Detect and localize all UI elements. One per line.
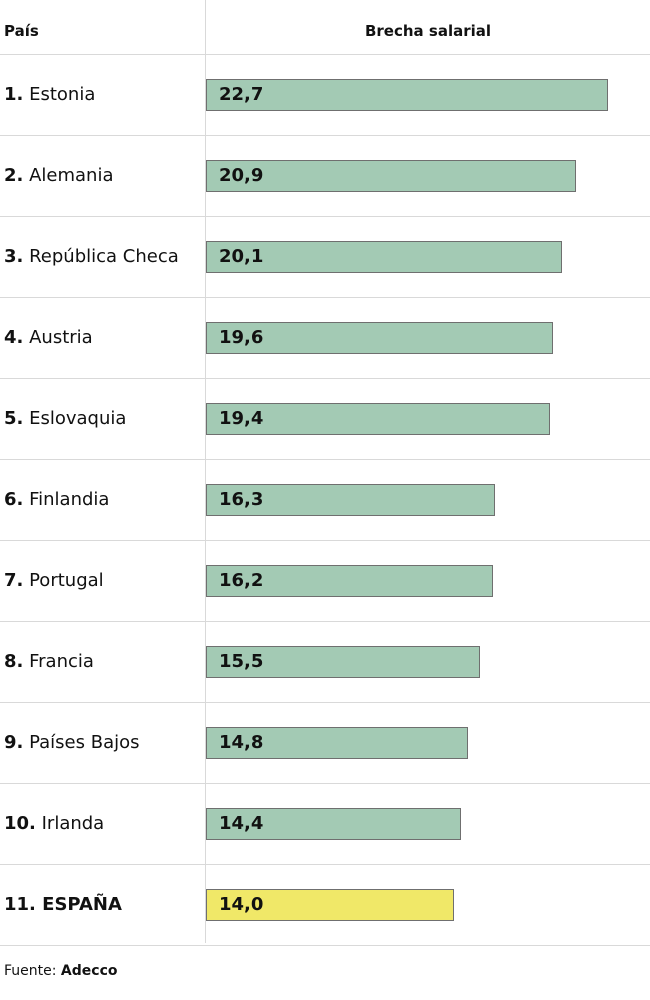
rank-label: 9. [4,732,24,753]
category-label: 5. Eslovaquia [4,408,126,429]
rank-label: 2. [4,165,24,186]
bar [206,79,608,111]
bar [206,646,480,678]
chart-row: 2. Alemania 20,9 [0,136,650,217]
country-name: Eslovaquia [23,408,127,429]
chart-row: 7. Portugal 16,2 [0,541,650,622]
rank-label: 10. [4,813,36,834]
column-divider [205,0,206,943]
chart-row: 4. Austria 19,6 [0,298,650,379]
country-name: Finlandia [23,489,110,510]
bar [206,808,461,840]
rank-label: 5. [4,408,24,429]
chart-row: 10. Irlanda 14,4 [0,784,650,865]
value-label: 16,2 [219,570,264,591]
bar [206,160,576,192]
country-name: Irlanda [35,813,105,834]
rank-label: 8. [4,651,24,672]
country-column-header: País [4,22,39,40]
value-column-header: Brecha salarial [364,22,492,40]
highlight-bar [206,889,454,921]
rank-label: 6. [4,489,24,510]
category-label: 11. ESPAÑA [4,894,122,915]
value-label: 14,0 [219,894,264,915]
rank-label: 1. [4,84,24,105]
category-label: 2. Alemania [4,165,114,186]
chart-row: 3. República Checa 20,1 [0,217,650,298]
country-name: Austria [23,327,93,348]
bar [206,727,468,759]
value-label: 19,4 [219,408,264,429]
value-label: 22,7 [219,84,264,105]
chart-row: 6. Finlandia 16,3 [0,460,650,541]
bar [206,484,495,516]
source-name: Adecco [60,963,118,979]
chart-row: 8. Francia 15,5 [0,622,650,703]
value-label: 14,8 [219,732,264,753]
rank-label: 3. [4,246,24,267]
chart-row: 11. ESPAÑA 14,0 [0,865,650,946]
rank-label: 7. [4,570,24,591]
country-name: Alemania [23,165,114,186]
country-name: Países Bajos [23,732,140,753]
chart-row: 5. Eslovaquia 19,4 [0,379,650,460]
bar [206,322,553,354]
bar [206,241,562,273]
category-label: 3. República Checa [4,246,179,267]
rank-label: 11. [4,894,36,915]
table-header: País Brecha salarial [0,0,650,55]
value-label: 16,3 [219,489,264,510]
country-name: República Checa [23,246,179,267]
rank-label: 4. [4,327,24,348]
category-label: 4. Austria [4,327,93,348]
category-label: 8. Francia [4,651,94,672]
country-name: Portugal [23,570,104,591]
category-label: 6. Finlandia [4,489,109,510]
source-note: Fuente: Adecco [4,963,118,979]
country-name: Francia [23,651,94,672]
bar-chart: País Brecha salarial 1. Estonia 22,7 2. Al… [0,0,650,946]
value-label: 14,4 [219,813,264,834]
value-label: 19,6 [219,327,264,348]
chart-row: 9. Países Bajos 14,8 [0,703,650,784]
chart-row: 1. Estonia 22,7 [0,55,650,136]
country-name: Estonia [23,84,96,105]
category-label: 1. Estonia [4,84,95,105]
source-prefix: Fuente: [4,963,57,979]
category-label: 7. Portugal [4,570,104,591]
value-label: 20,9 [219,165,264,186]
country-name: ESPAÑA [35,894,122,915]
value-label: 15,5 [219,651,264,672]
category-label: 9. Países Bajos [4,732,140,753]
value-label: 20,1 [219,246,264,267]
category-label: 10. Irlanda [4,813,104,834]
bar [206,565,493,597]
bar [206,403,550,435]
